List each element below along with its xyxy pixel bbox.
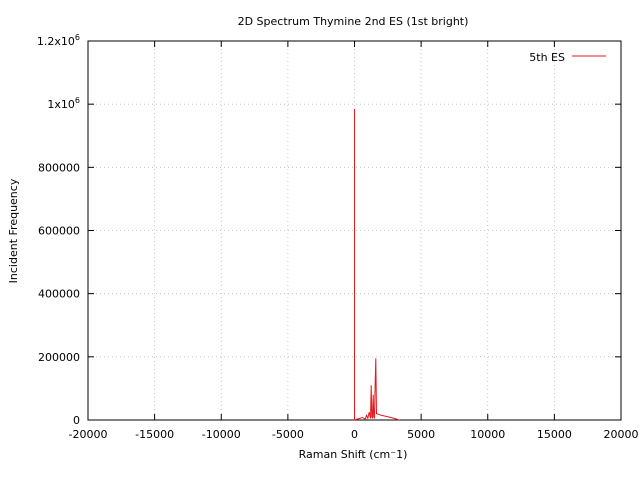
y-tick-label: 1x106: [47, 96, 80, 111]
legend-label: 5th ES: [529, 51, 565, 64]
x-tick-label: 5000: [407, 428, 435, 441]
axis-ticks: -20000 -15000 -10000 -5000 0 5000 10000 15000 20…: [37, 33, 639, 441]
x-tick-label: -5000: [272, 428, 304, 441]
chart-title: 2D Spectrum Thymine 2nd ES (1st bright): [238, 15, 469, 28]
legend: 5th ES: [529, 51, 606, 64]
y-tick-label: 1.2x106: [37, 33, 80, 48]
y-tick-label: 400000: [38, 288, 80, 301]
x-tick-label: 0: [351, 428, 358, 441]
x-tick-label: -10000: [202, 428, 241, 441]
grid: [88, 41, 621, 420]
y-axis-label: Incident Frequency: [7, 178, 20, 283]
series-line: [354, 108, 400, 421]
x-tick-label: 10000: [470, 428, 505, 441]
series-group: [354, 108, 400, 421]
y-tick-label: 0: [73, 414, 80, 427]
x-axis-label: Raman Shift (cm⁻1): [299, 448, 408, 461]
y-tick-label: 600000: [38, 225, 80, 238]
y-tick-label: 200000: [38, 351, 80, 364]
x-tick-label: -20000: [69, 428, 108, 441]
x-tick-label: 15000: [537, 428, 572, 441]
x-tick-label: 20000: [604, 428, 639, 441]
x-tick-label: -15000: [135, 428, 174, 441]
y-tick-label: 800000: [38, 161, 80, 174]
